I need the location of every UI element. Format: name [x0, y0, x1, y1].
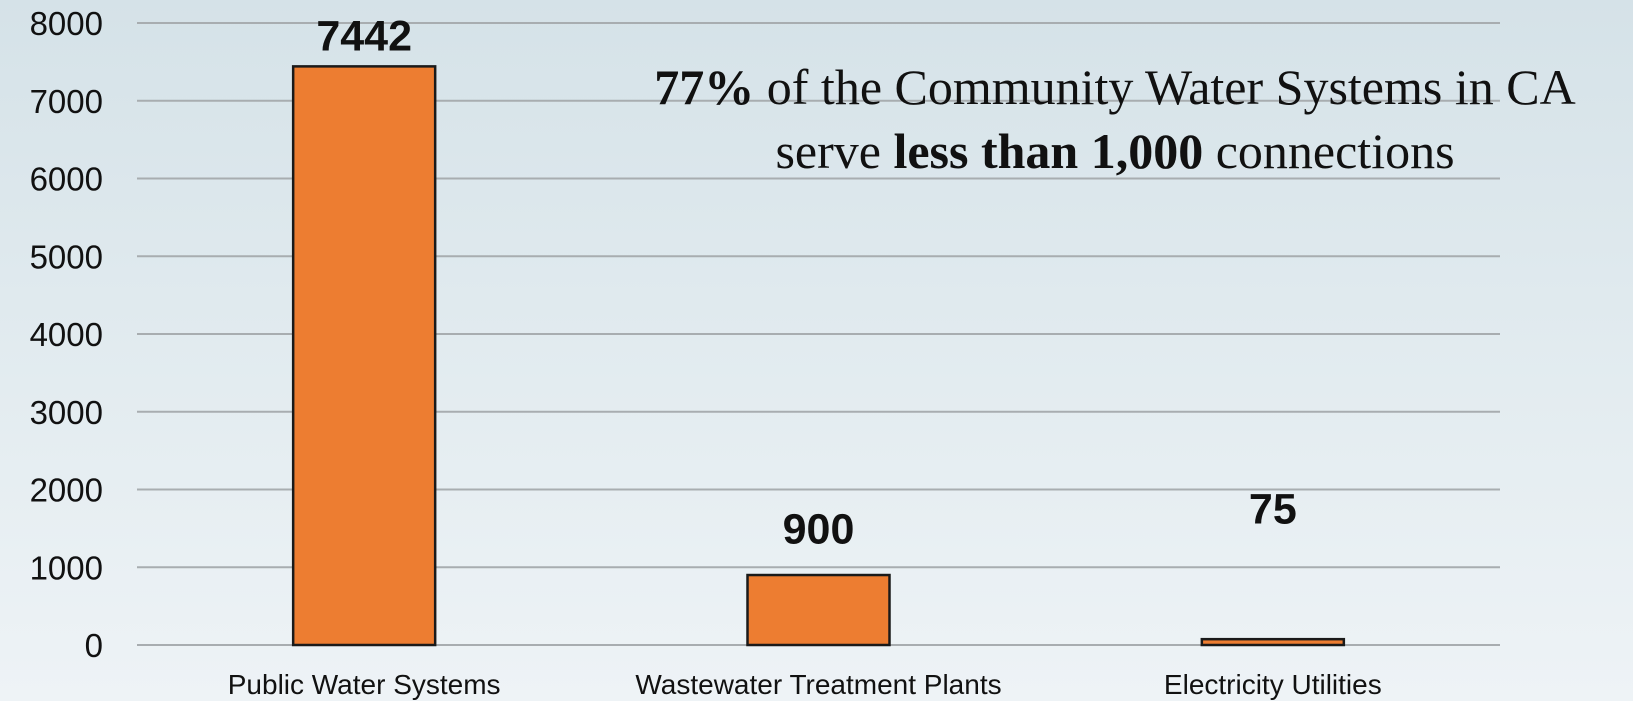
- data-label-electricity-utilities: 75: [1249, 485, 1297, 533]
- annotation-line-1: 77% of the Community Water Systems in CA: [600, 55, 1630, 119]
- data-label-public-water-systems: 7442: [316, 12, 412, 60]
- y-tick-label-3000: 3000: [30, 394, 103, 431]
- y-tick-label-6000: 6000: [30, 161, 103, 198]
- annotation-line-2-pre: serve: [775, 123, 894, 179]
- x-category-label-public-water-systems: Public Water Systems: [228, 669, 501, 700]
- annotation-line-1-text: of the Community Water Systems in CA: [754, 59, 1576, 115]
- y-tick-label-7000: 7000: [30, 83, 103, 120]
- y-tick-label-8000: 8000: [30, 5, 103, 42]
- annotation-line-2-post: connections: [1203, 123, 1455, 179]
- annotation-percent: 77%: [654, 59, 755, 115]
- y-tick-label-2000: 2000: [30, 472, 103, 509]
- bar-wastewater-treatment-plants: [746, 573, 891, 647]
- x-category-label-electricity-utilities: Electricity Utilities: [1164, 669, 1382, 700]
- y-tick-label-4000: 4000: [30, 316, 103, 353]
- bar-electricity-utilities: [1200, 637, 1346, 647]
- bar-public-water-systems: [291, 65, 437, 647]
- bars: [291, 65, 1346, 647]
- data-labels: 7442 900 75: [316, 12, 1296, 553]
- y-tick-label-0: 0: [85, 627, 103, 664]
- annotation-threshold: less than 1,000: [893, 123, 1204, 179]
- x-category-label-wastewater-treatment-plants: Wastewater Treatment Plants: [635, 669, 1001, 700]
- data-label-wastewater-treatment-plants: 900: [783, 505, 855, 553]
- x-axis-category-labels: Public Water Systems Wastewater Treatment…: [228, 669, 1382, 700]
- y-tick-label-5000: 5000: [30, 238, 103, 275]
- y-axis-tick-labels: 0 1000 2000 3000 4000 5000 6000 7000 8000: [30, 5, 103, 664]
- chart-annotation: 77% of the Community Water Systems in CA…: [600, 55, 1630, 183]
- y-tick-label-1000: 1000: [30, 549, 103, 586]
- annotation-line-2: serve less than 1,000 connections: [600, 119, 1630, 183]
